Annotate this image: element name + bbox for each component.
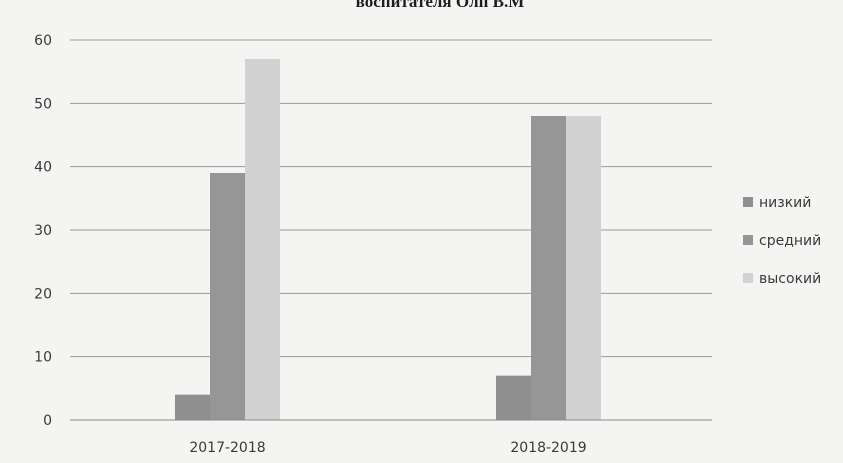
bar-низкий-2018-2019 (496, 375, 531, 420)
chart-title: воспитателя Олп В.М (356, 0, 525, 11)
legend-label: высокий (759, 271, 821, 287)
y-tick-label: 30 (34, 223, 52, 239)
y-tick-label: 10 (34, 350, 52, 366)
y-tick-label: 20 (34, 286, 52, 302)
legend-swatch (743, 273, 753, 283)
y-axis-ticks: 0 10 20 30 40 50 60 (34, 33, 52, 429)
legend: низкий средний высокий (743, 195, 821, 287)
gridlines (70, 39, 712, 358)
legend-label: средний (759, 233, 821, 249)
y-tick-label: 50 (34, 96, 52, 112)
bar-средний-2017-2018 (210, 173, 245, 420)
bar-высокий-2018-2019 (566, 116, 601, 420)
y-tick-label: 40 (34, 160, 52, 176)
bar-низкий-2017-2018 (175, 394, 210, 420)
bar-высокий-2017-2018 (245, 59, 280, 420)
x-tick-label: 2018-2019 (510, 440, 586, 456)
x-axis-ticks: 2017-2018 2018-2019 (189, 440, 586, 456)
y-tick-label: 60 (34, 33, 52, 49)
y-tick-label: 0 (43, 413, 52, 429)
legend-label: низкий (759, 195, 811, 211)
legend-swatch (743, 235, 753, 245)
bar-средний-2018-2019 (531, 116, 566, 420)
legend-swatch (743, 197, 753, 207)
x-tick-label: 2017-2018 (189, 440, 265, 456)
bars (175, 59, 601, 420)
